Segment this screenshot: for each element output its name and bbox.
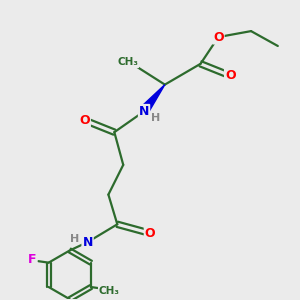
Text: O: O (225, 69, 236, 82)
Text: H: H (70, 234, 80, 244)
Text: O: O (79, 114, 90, 127)
Text: F: F (28, 253, 37, 266)
Text: H: H (151, 113, 160, 123)
Text: O: O (213, 31, 224, 44)
Polygon shape (142, 85, 165, 115)
Text: N: N (82, 236, 93, 249)
Text: O: O (145, 227, 155, 240)
Text: CH₃: CH₃ (117, 57, 138, 67)
Text: CH₃: CH₃ (99, 286, 120, 296)
Text: N: N (139, 105, 149, 118)
